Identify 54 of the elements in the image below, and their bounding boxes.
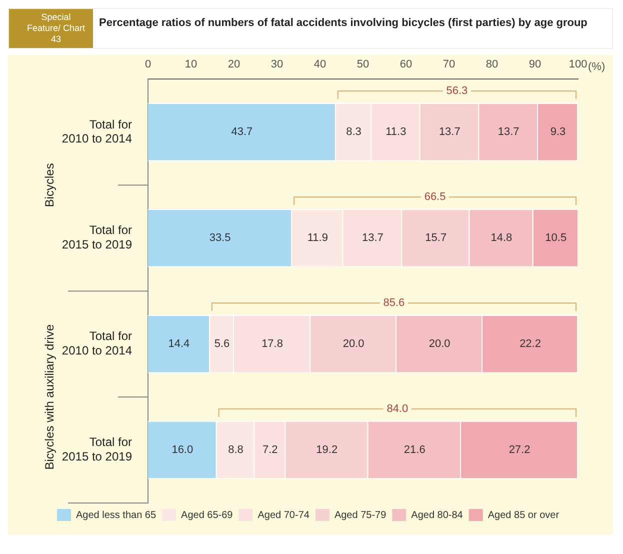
data-label: 22.2 <box>520 338 541 350</box>
data-label: 10.5 <box>545 232 567 244</box>
data-label: 43.7 <box>231 126 253 138</box>
x-tick-label: 60 <box>400 58 412 71</box>
text: Bicycles with auxiliary drive <box>42 324 56 470</box>
x-tick-label: 50 <box>356 58 370 71</box>
data-label: 13.7 <box>362 232 384 244</box>
x-tick-label: 90 <box>528 58 542 71</box>
y-tick-label: Total for 2010 to 2014 <box>62 329 132 358</box>
data-label: 19.2 <box>316 444 338 456</box>
annotation: 66.5 <box>424 191 446 204</box>
data-label: 33.5 <box>209 232 231 244</box>
data-label: 21.6 <box>404 444 426 456</box>
data-label: 13.7 <box>498 126 520 138</box>
annotation: 85.6 <box>383 296 405 309</box>
data-label: 20.0 <box>342 338 364 350</box>
data-label: 11.3 <box>386 126 406 138</box>
legend-label: Aged 85 or over <box>488 510 560 521</box>
legend-label: Aged 65-69 <box>181 510 234 521</box>
x-tick-label: 0 <box>144 58 152 71</box>
data-label: 16.0 <box>172 444 194 456</box>
y-tick-label: Total for 2015 to 2019 <box>62 435 132 464</box>
data-label: 5.6 <box>214 338 230 350</box>
legend-label: Aged 80-84 <box>411 510 464 521</box>
data-label: 8.3 <box>346 126 362 138</box>
x-tick-label: 30 <box>270 58 284 71</box>
text: Bicycles <box>42 163 56 208</box>
data-label: 14.8 <box>490 232 512 244</box>
data-label: 13.7 <box>438 126 460 138</box>
data-label: 11.9 <box>307 232 328 244</box>
y-tick-label: Total for 2015 to 2019 <box>62 223 132 252</box>
legend-label: Aged 75-79 <box>334 510 387 521</box>
x-tick-label: 80 <box>486 58 498 71</box>
x-axis-title: (%) <box>588 61 606 74</box>
x-tick-label: 20 <box>228 58 240 71</box>
data-label: 8.8 <box>228 444 244 456</box>
legend-label: Aged 70-74 <box>258 510 310 521</box>
data-label: 20.0 <box>428 338 450 350</box>
data-label: 9.3 <box>550 126 566 138</box>
y-tick-label: Total for 2010 to 2014 <box>62 117 132 146</box>
data-label: 17.8 <box>262 338 283 350</box>
annotation: 84.0 <box>386 402 408 415</box>
x-tick-label: 70 <box>442 58 456 71</box>
x-tick-label: 100 <box>568 58 588 71</box>
legend-label: Aged less than 65 <box>76 510 156 521</box>
text: Special Feature/ Chart 43 <box>9 9 93 48</box>
data-label: 15.7 <box>425 232 447 244</box>
data-label: 27.2 <box>508 444 530 456</box>
annotation: 56.3 <box>446 85 468 98</box>
data-label: 7.2 <box>262 444 278 456</box>
data-label: 14.4 <box>168 338 190 350</box>
x-tick-label: 40 <box>314 58 326 71</box>
chart-title: Percentage ratios of numbers of fatal accidents involving bicycles (first parties) by age group <box>98 16 588 31</box>
x-tick-label: 10 <box>184 58 198 71</box>
